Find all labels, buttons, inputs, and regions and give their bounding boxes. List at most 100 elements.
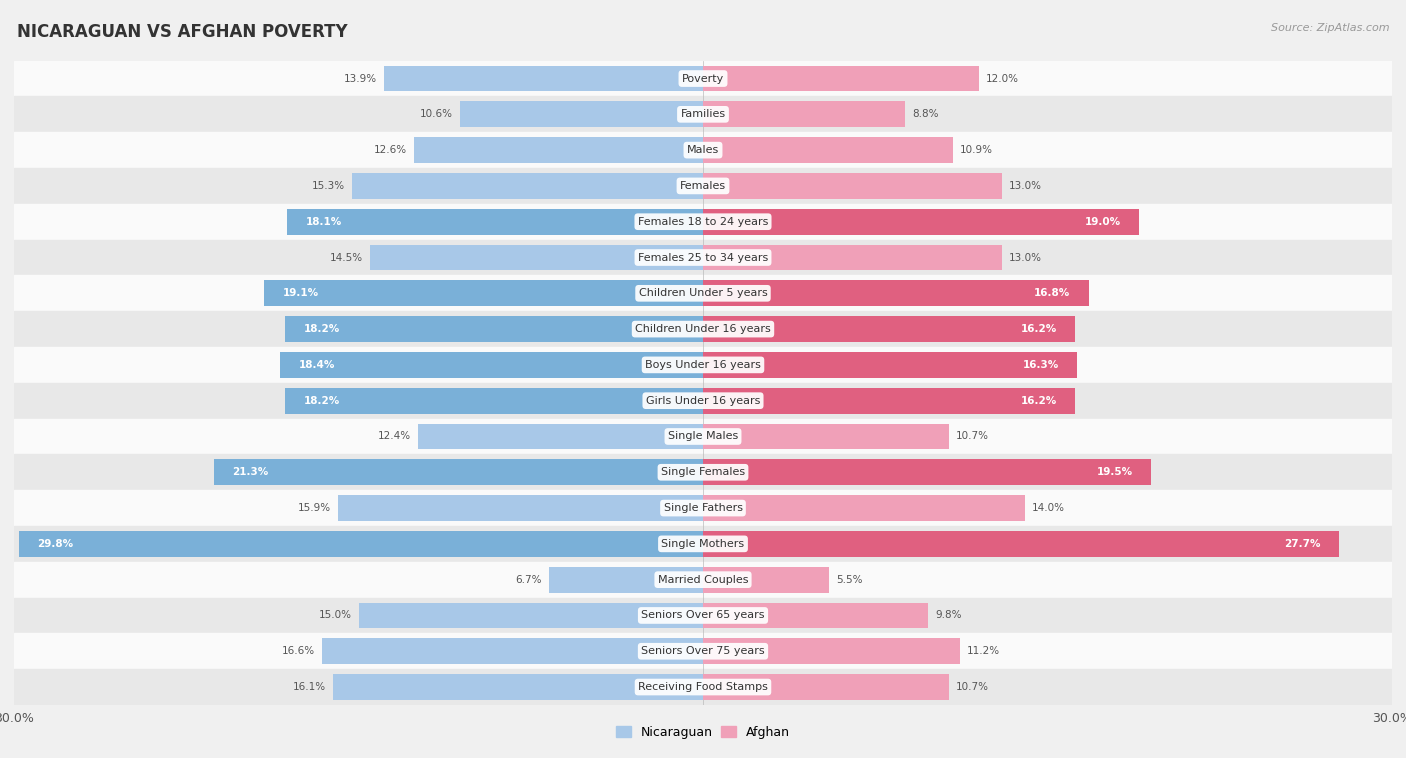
Bar — [703, 638, 960, 664]
Text: 15.0%: 15.0% — [319, 610, 352, 621]
Bar — [703, 424, 949, 449]
Text: 16.8%: 16.8% — [1035, 288, 1070, 299]
Bar — [703, 66, 979, 92]
Text: Boys Under 16 years: Boys Under 16 years — [645, 360, 761, 370]
Bar — [287, 208, 703, 235]
Bar — [703, 567, 830, 593]
Text: 16.6%: 16.6% — [281, 647, 315, 656]
Bar — [14, 96, 1392, 132]
Text: Children Under 5 years: Children Under 5 years — [638, 288, 768, 299]
Bar — [703, 280, 1088, 306]
Bar — [14, 132, 1392, 168]
Bar — [460, 102, 703, 127]
Text: 19.0%: 19.0% — [1085, 217, 1121, 227]
Bar — [703, 531, 1339, 556]
Text: 6.7%: 6.7% — [516, 575, 543, 584]
Bar — [14, 275, 1392, 312]
Text: Single Males: Single Males — [668, 431, 738, 441]
Text: 11.2%: 11.2% — [967, 647, 1000, 656]
Bar — [703, 388, 1076, 414]
Text: 12.0%: 12.0% — [986, 74, 1018, 83]
Text: Single Mothers: Single Mothers — [661, 539, 745, 549]
Bar — [14, 454, 1392, 490]
Legend: Nicaraguan, Afghan: Nicaraguan, Afghan — [612, 721, 794, 744]
Bar — [550, 567, 703, 593]
Bar — [14, 418, 1392, 454]
Text: 14.0%: 14.0% — [1032, 503, 1064, 513]
Text: 10.6%: 10.6% — [419, 109, 453, 119]
Text: 12.6%: 12.6% — [374, 145, 406, 155]
Text: 10.9%: 10.9% — [960, 145, 993, 155]
Bar — [703, 173, 1001, 199]
Bar — [703, 102, 905, 127]
Bar — [214, 459, 703, 485]
Text: 18.2%: 18.2% — [304, 324, 340, 334]
Text: 13.9%: 13.9% — [344, 74, 377, 83]
Bar — [359, 603, 703, 628]
Text: 16.1%: 16.1% — [294, 682, 326, 692]
Text: 12.4%: 12.4% — [378, 431, 412, 441]
Text: 15.9%: 15.9% — [298, 503, 330, 513]
Bar — [14, 204, 1392, 240]
Bar — [14, 383, 1392, 418]
Bar — [14, 240, 1392, 275]
Text: Girls Under 16 years: Girls Under 16 years — [645, 396, 761, 406]
Bar — [703, 459, 1152, 485]
Text: 18.4%: 18.4% — [299, 360, 335, 370]
Bar — [333, 674, 703, 700]
Bar — [14, 490, 1392, 526]
Text: Seniors Over 75 years: Seniors Over 75 years — [641, 647, 765, 656]
Bar — [703, 245, 1001, 271]
Text: NICARAGUAN VS AFGHAN POVERTY: NICARAGUAN VS AFGHAN POVERTY — [17, 23, 347, 41]
Text: Females 25 to 34 years: Females 25 to 34 years — [638, 252, 768, 262]
Text: Children Under 16 years: Children Under 16 years — [636, 324, 770, 334]
Text: Single Fathers: Single Fathers — [664, 503, 742, 513]
Text: Females 18 to 24 years: Females 18 to 24 years — [638, 217, 768, 227]
Bar — [14, 634, 1392, 669]
Text: 13.0%: 13.0% — [1008, 181, 1042, 191]
Bar — [352, 173, 703, 199]
Bar — [703, 495, 1025, 521]
Text: Receiving Food Stamps: Receiving Food Stamps — [638, 682, 768, 692]
Bar — [370, 245, 703, 271]
Bar — [703, 603, 928, 628]
Text: 8.8%: 8.8% — [912, 109, 938, 119]
Text: Poverty: Poverty — [682, 74, 724, 83]
Bar — [703, 674, 949, 700]
Bar — [280, 352, 703, 377]
Bar — [337, 495, 703, 521]
Bar — [264, 280, 703, 306]
Bar — [703, 137, 953, 163]
Text: Males: Males — [688, 145, 718, 155]
Text: 10.7%: 10.7% — [956, 682, 988, 692]
Bar — [14, 526, 1392, 562]
Bar — [322, 638, 703, 664]
Bar — [14, 312, 1392, 347]
Text: 19.5%: 19.5% — [1097, 467, 1132, 478]
Text: Females: Females — [681, 181, 725, 191]
Text: 5.5%: 5.5% — [837, 575, 863, 584]
Text: 19.1%: 19.1% — [283, 288, 319, 299]
Bar — [285, 316, 703, 342]
Text: Single Females: Single Females — [661, 467, 745, 478]
Text: 16.3%: 16.3% — [1022, 360, 1059, 370]
Text: 18.2%: 18.2% — [304, 396, 340, 406]
Text: 9.8%: 9.8% — [935, 610, 962, 621]
Bar — [14, 562, 1392, 597]
Text: Source: ZipAtlas.com: Source: ZipAtlas.com — [1271, 23, 1389, 33]
Text: Seniors Over 65 years: Seniors Over 65 years — [641, 610, 765, 621]
Bar — [703, 352, 1077, 377]
Bar — [14, 168, 1392, 204]
Text: 10.7%: 10.7% — [956, 431, 988, 441]
Bar — [18, 531, 703, 556]
Bar — [418, 424, 703, 449]
Bar — [14, 347, 1392, 383]
Bar — [384, 66, 703, 92]
Bar — [703, 208, 1139, 235]
Bar — [14, 61, 1392, 96]
Text: Married Couples: Married Couples — [658, 575, 748, 584]
Text: 21.3%: 21.3% — [232, 467, 269, 478]
Bar — [14, 597, 1392, 634]
Text: 13.0%: 13.0% — [1008, 252, 1042, 262]
Text: 16.2%: 16.2% — [1021, 396, 1057, 406]
